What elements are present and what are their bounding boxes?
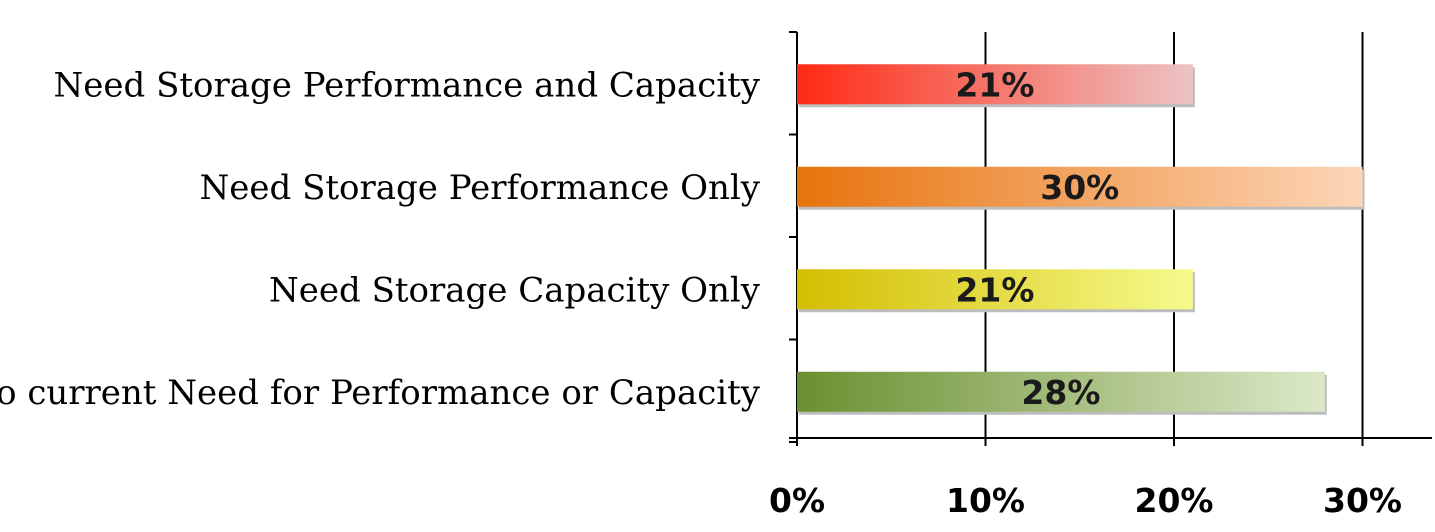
data-label: 28% xyxy=(1021,373,1100,412)
bar-1 xyxy=(797,64,1193,105)
x-tick-label: 0% xyxy=(769,481,825,520)
labels: 0% 10% 20% 30% Need Storage Performance and … xyxy=(0,65,1402,520)
data-label: 30% xyxy=(1040,168,1119,207)
x-tick-label: 20% xyxy=(1135,481,1214,520)
bars xyxy=(797,64,1365,415)
bar-2 xyxy=(797,166,1363,207)
category-label: No current Need for Performance or Capac… xyxy=(0,373,761,413)
data-label: 21% xyxy=(955,270,1034,309)
x-tick-label: 30% xyxy=(1323,481,1402,520)
data-label: 21% xyxy=(955,65,1034,104)
category-label: Need Storage Capacity Only xyxy=(269,270,761,310)
category-label: Need Storage Performance and Capacity xyxy=(54,65,761,105)
bar-4 xyxy=(797,371,1325,412)
category-label: Need Storage Performance Only xyxy=(200,168,761,208)
x-tick-label: 10% xyxy=(946,481,1025,520)
bar-3 xyxy=(797,269,1193,310)
